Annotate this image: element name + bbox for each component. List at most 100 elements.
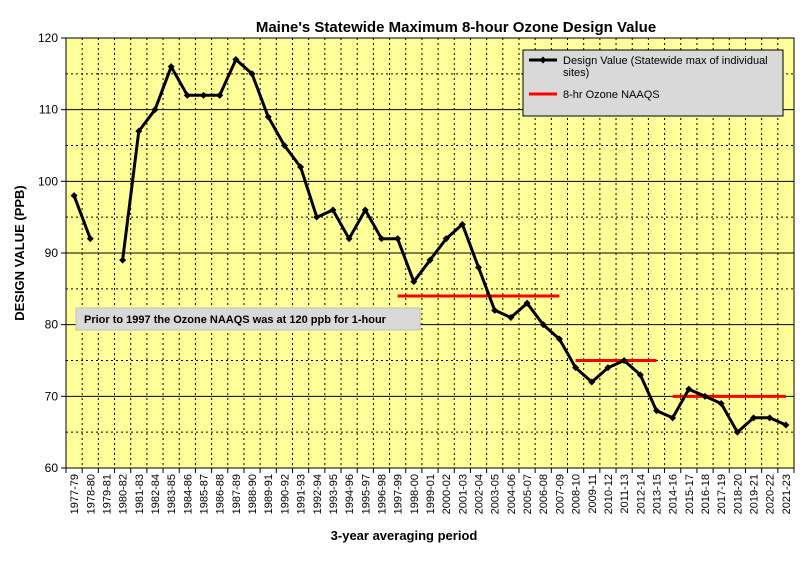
x-tick-label: 2001-03 [457, 474, 469, 514]
legend-design-value-marker [539, 56, 547, 64]
chart-title: Maine's Statewide Maximum 8-hour Ozone D… [256, 19, 656, 36]
x-tick-label: 2003-05 [490, 474, 502, 514]
design-value-point [555, 335, 563, 343]
legend-naaqs-label: 8-hr Ozone NAAQS [563, 89, 660, 101]
design-value-point [86, 235, 94, 243]
design-value-point [572, 364, 580, 372]
x-tick-label: 2005-07 [522, 474, 534, 514]
x-tick-label: 2006-08 [538, 474, 550, 514]
design-value-point [345, 235, 353, 243]
design-value-point [750, 414, 758, 422]
design-value-point [183, 91, 191, 99]
x-tick-label: 1991-93 [296, 474, 308, 514]
x-tick-label: 1992-94 [312, 474, 324, 514]
design-value-point [766, 414, 774, 422]
y-tick-label: 70 [45, 389, 59, 403]
design-value-point [377, 235, 385, 243]
design-value-point [442, 235, 450, 243]
design-value-point [280, 142, 288, 149]
design-value-point [297, 163, 305, 171]
x-tick-label: 2011-13 [619, 474, 631, 514]
x-tick-label: 1984-86 [182, 474, 194, 514]
x-tick-label: 1988-90 [247, 474, 259, 514]
design-value-point [151, 106, 159, 114]
x-tick-label: 2014-16 [668, 474, 680, 514]
x-tick-label: 1994-96 [344, 474, 356, 514]
x-tick-label: 2002-04 [474, 474, 486, 514]
legend-design-value-label: Design Value (Statewide max of individua… [563, 55, 768, 79]
design-value-point [507, 314, 515, 321]
design-value-line [72, 195, 92, 240]
x-tick-label: 1980-82 [118, 474, 130, 514]
x-tick-label: 1983-85 [166, 474, 178, 514]
x-tick-label: 1993-95 [328, 474, 340, 514]
annotation-box [75, 307, 421, 331]
design-value-point [652, 407, 660, 415]
design-value-point [167, 63, 175, 71]
x-axis-title: 3-year averaging period [331, 528, 478, 543]
x-tick-label: 2016-18 [700, 474, 712, 514]
x-tick-label: 2017-19 [716, 474, 728, 514]
design-value-point [361, 206, 369, 214]
design-value-line [121, 58, 787, 434]
x-tick-label: 1996-98 [376, 474, 388, 514]
y-tick-label: 90 [45, 246, 59, 260]
legend-box [522, 49, 784, 117]
design-value-point [701, 392, 709, 400]
x-tick-label: 2010-12 [603, 474, 615, 514]
x-tick-label: 2018-20 [732, 474, 744, 514]
design-value-point [604, 364, 612, 372]
x-tick-label: 1987-89 [231, 474, 243, 514]
x-tick-label: 1989-91 [263, 474, 275, 514]
design-value-point [685, 385, 693, 393]
x-tick-label: 2012-14 [635, 474, 647, 514]
design-value-point [119, 256, 127, 264]
x-tick-label: 2008-10 [571, 474, 583, 514]
design-value-point [200, 91, 208, 99]
design-value-point [410, 278, 418, 286]
design-value-point [539, 321, 547, 329]
design-value-point [135, 127, 143, 135]
x-tick-label: 1977-79 [69, 474, 81, 514]
x-tick-label: 1998-00 [409, 474, 421, 514]
x-tick-label: 2019-21 [749, 474, 761, 514]
design-value-point [475, 263, 483, 271]
design-value-point [216, 91, 224, 99]
x-tick-label: 1982-84 [150, 474, 162, 514]
x-tick-label: 2009-11 [587, 474, 599, 514]
x-tick-label: 2004-06 [506, 474, 518, 514]
design-value-point [313, 213, 321, 221]
annotation-text: Prior to 1997 the Ozone NAAQS was at 120… [84, 314, 387, 326]
x-tick-label: 2013-15 [651, 474, 663, 514]
design-value-point [426, 256, 434, 264]
design-value-point [248, 70, 256, 78]
design-value-point [394, 235, 402, 243]
design-value-point [491, 306, 499, 314]
x-tick-label: 2020-22 [765, 474, 777, 514]
x-tick-label: 1986-88 [215, 474, 227, 514]
x-tick-label: 1990-92 [279, 474, 291, 514]
design-value-point [636, 371, 644, 379]
x-tick-label: 1981-83 [134, 474, 146, 514]
x-tick-label: 2007-09 [554, 474, 566, 514]
y-tick-label: 60 [45, 461, 59, 475]
y-tick-label: 100 [38, 174, 58, 188]
design-value-point [717, 400, 725, 407]
design-value-point [588, 378, 596, 386]
y-tick-label: 110 [39, 103, 58, 117]
x-tick-label: 2000-02 [441, 474, 453, 514]
x-tick-label: 1978-80 [85, 474, 97, 514]
x-tick-label: 1999-01 [425, 474, 437, 514]
x-tick-label: 1979-81 [101, 474, 113, 514]
x-tick-label: 2021-23 [781, 474, 793, 514]
x-tick-label: 1985-87 [199, 474, 211, 514]
design-value-point [329, 206, 337, 214]
design-value-point [264, 113, 272, 121]
x-tick-label: 2015-17 [684, 474, 696, 514]
y-axis-title: DESIGN VALUE (PPB) [12, 185, 27, 321]
design-value-point [733, 428, 741, 436]
design-value-point [232, 56, 240, 63]
x-tick-label: 1997-99 [393, 474, 405, 514]
